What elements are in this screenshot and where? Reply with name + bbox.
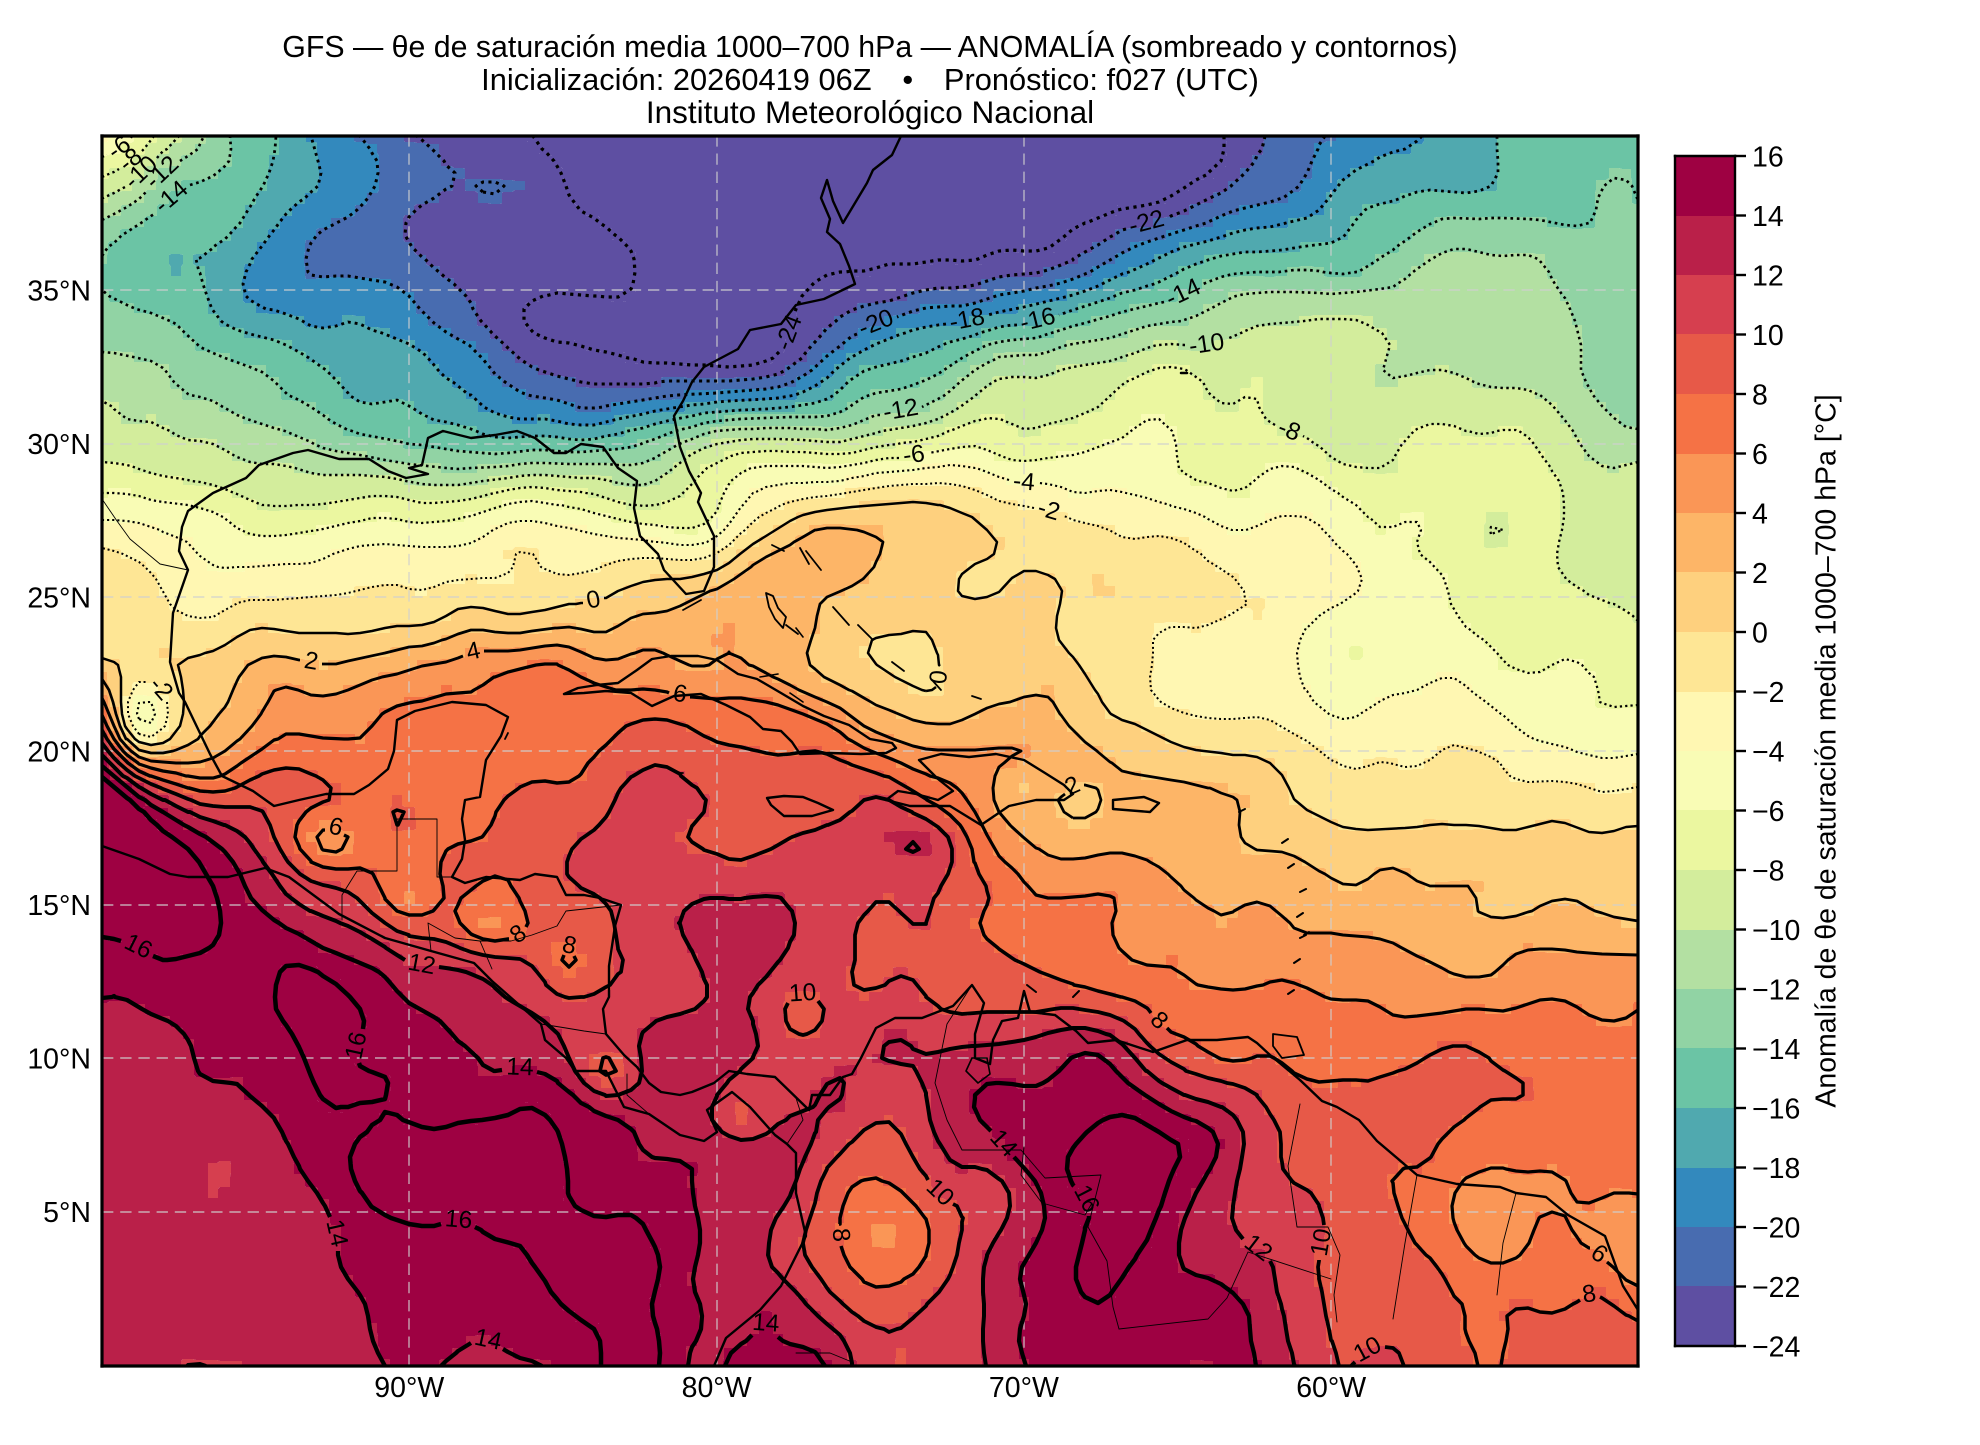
- svg-text:-4: -4: [1012, 468, 1036, 497]
- svg-text:30°N: 30°N: [27, 429, 91, 461]
- svg-text:14: 14: [1752, 201, 1784, 233]
- svg-text:6: 6: [326, 812, 346, 842]
- svg-text:-10: -10: [1187, 328, 1226, 360]
- svg-text:70°W: 70°W: [989, 1372, 1059, 1404]
- svg-text:−20: −20: [1752, 1212, 1800, 1244]
- svg-text:0: 0: [584, 586, 603, 615]
- svg-text:8: 8: [560, 931, 579, 960]
- svg-text:16: 16: [444, 1205, 473, 1234]
- svg-text:4: 4: [464, 637, 483, 666]
- svg-text:12: 12: [1752, 260, 1784, 292]
- svg-text:−18: −18: [1752, 1153, 1800, 1185]
- svg-text:−24: −24: [1752, 1331, 1800, 1363]
- svg-text:8: 8: [1752, 379, 1768, 411]
- svg-text:GFS — θe de saturación media 1: GFS — θe de saturación media 1000–700 hP…: [282, 31, 1457, 64]
- svg-text:5°N: 5°N: [43, 1197, 91, 1229]
- svg-text:0: 0: [1752, 617, 1768, 649]
- svg-text:−14: −14: [1752, 1034, 1800, 1066]
- svg-text:−2: −2: [1752, 677, 1785, 709]
- svg-text:−10: −10: [1752, 915, 1800, 947]
- svg-text:60°W: 60°W: [1296, 1372, 1366, 1404]
- svg-text:2: 2: [1752, 558, 1768, 590]
- svg-text:6: 6: [671, 679, 690, 708]
- svg-text:90°W: 90°W: [374, 1372, 444, 1404]
- svg-text:20°N: 20°N: [27, 736, 91, 768]
- svg-text:35°N: 35°N: [27, 276, 91, 308]
- svg-text:14: 14: [506, 1054, 534, 1082]
- svg-text:16: 16: [1752, 141, 1784, 173]
- svg-text:Inicialización: 20260419 06Z •: Inicialización: 20260419 06Z • Pronóstic…: [481, 62, 1259, 97]
- svg-text:-12: -12: [881, 394, 921, 427]
- svg-text:-6: -6: [901, 440, 926, 470]
- svg-text:25°N: 25°N: [27, 583, 91, 615]
- svg-text:15°N: 15°N: [27, 890, 91, 922]
- svg-text:−22: −22: [1752, 1272, 1800, 1304]
- svg-text:Instituto Meteorológico Nacion: Instituto Meteorológico Nacional: [646, 94, 1094, 130]
- svg-text:−12: −12: [1752, 974, 1800, 1006]
- svg-text:8: 8: [1580, 1280, 1598, 1309]
- svg-text:16: 16: [340, 1030, 372, 1062]
- svg-text:8: 8: [827, 1227, 855, 1243]
- svg-text:−6: −6: [1752, 796, 1785, 828]
- svg-text:2: 2: [302, 647, 320, 676]
- svg-text:−16: −16: [1752, 1093, 1800, 1125]
- svg-text:10: 10: [1752, 320, 1784, 352]
- svg-text:14: 14: [472, 1324, 504, 1356]
- svg-text:Anomalía de θe de saturación m: Anomalía de θe de saturación media 1000–…: [1810, 394, 1842, 1107]
- svg-text:-18: -18: [947, 303, 987, 336]
- svg-text:14: 14: [320, 1217, 352, 1250]
- svg-text:10: 10: [788, 979, 817, 1008]
- svg-text:10°N: 10°N: [27, 1044, 91, 1076]
- svg-text:80°W: 80°W: [682, 1372, 752, 1404]
- svg-text:−8: −8: [1752, 855, 1785, 887]
- svg-text:6: 6: [1752, 439, 1768, 471]
- svg-text:12: 12: [406, 949, 438, 981]
- svg-text:10: 10: [1306, 1227, 1337, 1258]
- svg-text:−4: −4: [1752, 736, 1785, 768]
- svg-text:4: 4: [1752, 498, 1768, 530]
